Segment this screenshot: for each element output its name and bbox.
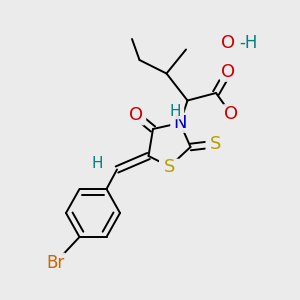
Text: S: S xyxy=(164,158,175,175)
FancyBboxPatch shape xyxy=(221,106,241,122)
FancyBboxPatch shape xyxy=(89,157,106,170)
FancyBboxPatch shape xyxy=(127,108,146,123)
FancyBboxPatch shape xyxy=(42,255,69,270)
Text: O: O xyxy=(129,106,144,124)
Text: H: H xyxy=(92,156,103,171)
FancyBboxPatch shape xyxy=(218,64,238,80)
Text: S: S xyxy=(210,135,222,153)
FancyBboxPatch shape xyxy=(170,116,190,130)
Text: -H: -H xyxy=(239,34,258,52)
FancyBboxPatch shape xyxy=(167,104,184,118)
Text: O: O xyxy=(221,34,235,52)
FancyBboxPatch shape xyxy=(206,136,226,152)
FancyBboxPatch shape xyxy=(159,159,180,174)
Text: O: O xyxy=(221,63,235,81)
Text: H: H xyxy=(170,103,181,118)
Text: N: N xyxy=(173,114,187,132)
Text: Br: Br xyxy=(46,254,64,272)
Text: O: O xyxy=(224,105,238,123)
